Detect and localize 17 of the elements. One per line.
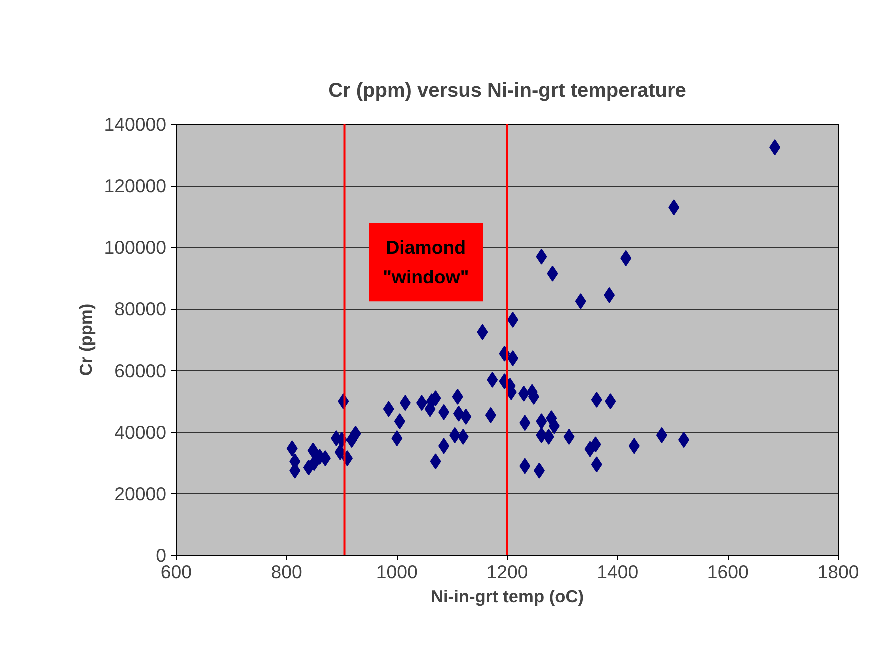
x-axis-title: Ni-in-grt temp (oC): [430, 586, 584, 606]
x-tick-label: 1600: [707, 562, 749, 582]
y-tick-label: 20000: [114, 483, 167, 504]
y-tick-label: 40000: [114, 422, 167, 443]
x-tick-label: 800: [271, 562, 302, 582]
y-axis-title: Cr (ppm): [76, 304, 96, 376]
x-tick-label: 1000: [376, 562, 418, 582]
y-tick-label: 80000: [114, 298, 167, 320]
x-tick-label: 1400: [597, 562, 639, 582]
x-tick-label: 1800: [818, 562, 860, 582]
y-tick-label: 100000: [104, 237, 167, 258]
y-tick-label: 120000: [104, 176, 167, 197]
chart-title: Cr (ppm) versus Ni-in-grt temperature: [328, 80, 686, 102]
x-tick-label: 1200: [486, 562, 528, 582]
y-tick-label: 140000: [104, 114, 167, 135]
y-tick-label: 60000: [114, 360, 167, 382]
annotation: Diamond "window": [383, 237, 470, 288]
